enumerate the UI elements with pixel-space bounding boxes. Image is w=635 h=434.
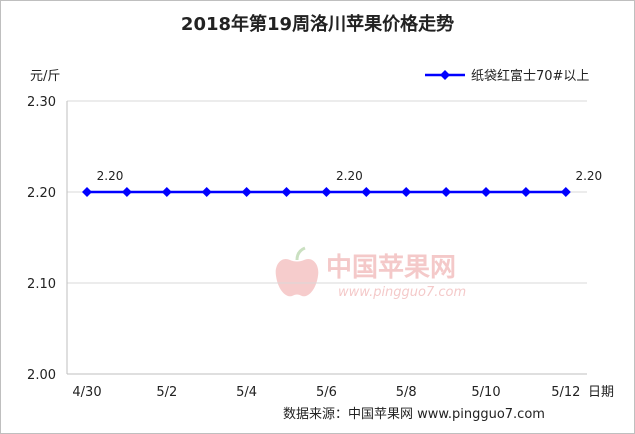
x-tick-label: 5/4	[236, 385, 257, 400]
data-point	[401, 187, 412, 197]
y-tick-label: 2.20	[27, 186, 56, 201]
data-point	[161, 187, 172, 197]
data-point	[82, 187, 92, 197]
axes	[66, 101, 587, 375]
data-point	[241, 187, 252, 197]
y-ticks: 2.00 2.10 2.20 2.30	[27, 95, 56, 383]
x-axis-unit-label: 日期	[588, 385, 615, 400]
data-label: 2.20	[336, 169, 363, 183]
legend: 纸袋红富士70#以上	[425, 65, 589, 84]
y-tick-label: 2.30	[27, 95, 56, 110]
x-tick-label: 5/2	[156, 385, 177, 400]
x-tick-label: 5/8	[396, 385, 417, 400]
series	[82, 187, 571, 197]
apple-logo-icon: 中国苹果网 www.pingguo7.com	[275, 246, 466, 300]
data-point	[560, 187, 571, 197]
chart-title: 2018年第19周洛川苹果价格走势	[180, 14, 455, 35]
data-point	[361, 187, 372, 197]
data-label: 2.20	[97, 169, 124, 183]
y-tick-label: 2.00	[27, 368, 56, 383]
svg-text:www.pingguo7.com: www.pingguo7.com	[338, 285, 466, 300]
x-ticks: 4/30 5/2 5/4 5/6 5/8 5/10 5/12	[72, 385, 580, 400]
legend-entry: 纸袋红富士70#以上	[471, 69, 590, 84]
x-tick-label: 5/12	[551, 385, 580, 400]
data-point	[121, 187, 132, 197]
data-point	[520, 187, 531, 197]
x-tick-label: 5/6	[316, 385, 337, 400]
x-tick-label: 4/30	[72, 385, 101, 400]
data-point	[201, 187, 212, 197]
data-labels: 2.20 2.20 2.20	[97, 169, 603, 183]
data-point	[481, 187, 491, 197]
source-note: 数据来源：中国苹果网 www.pingguo7.com	[283, 407, 545, 422]
svg-text:中国苹果网: 中国苹果网	[326, 253, 456, 283]
data-point	[321, 187, 332, 197]
x-tick-label: 5/10	[471, 385, 500, 400]
data-label: 2.20	[575, 169, 602, 183]
data-point	[441, 187, 452, 197]
y-tick-label: 2.10	[27, 277, 56, 292]
watermark: 中国苹果网 www.pingguo7.com	[272, 246, 512, 311]
legend-swatch-icon	[425, 69, 465, 80]
data-point	[281, 187, 292, 197]
y-axis-label: 元/斤	[30, 69, 61, 84]
